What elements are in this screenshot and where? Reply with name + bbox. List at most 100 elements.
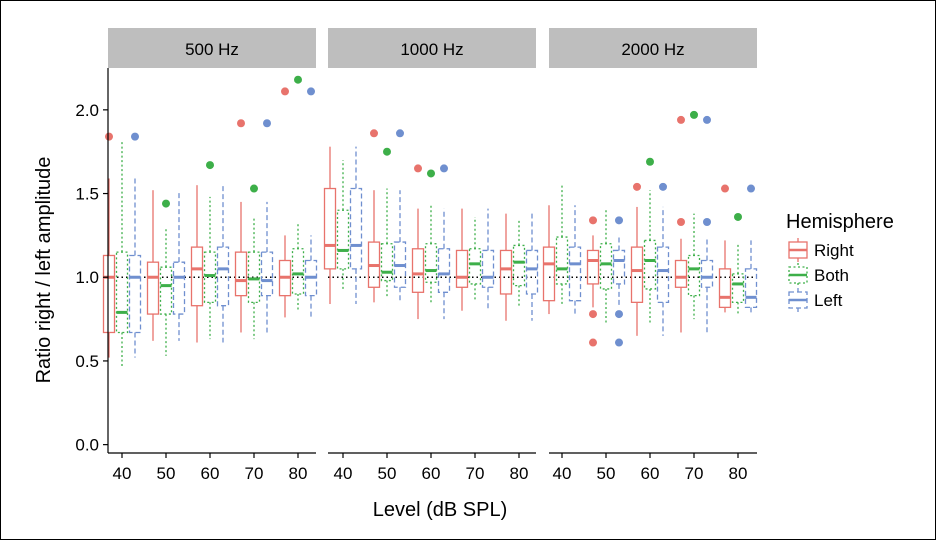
facet-strip — [328, 28, 536, 68]
outlier-point — [615, 216, 623, 225]
panel-1000-hz: 1000 Hz 40 50 60 70 80 — [323, 28, 539, 483]
outlier-point — [440, 164, 448, 173]
box-right-40 — [542, 205, 556, 315]
box-body — [234, 251, 248, 297]
box-left-80 — [744, 184, 758, 313]
box-right-70 — [455, 208, 469, 311]
legend-label: Right — [814, 241, 854, 260]
legend-label: Both — [814, 266, 849, 285]
x-tick-label: 40 — [334, 464, 353, 483]
box-both-60 — [203, 161, 217, 340]
x-tick-label: 60 — [641, 464, 660, 483]
outlier-point — [131, 132, 139, 141]
box-left-40 — [568, 205, 582, 315]
box-body — [247, 251, 261, 303]
outlier-point — [747, 184, 755, 193]
box-body — [468, 248, 482, 285]
y-tick-label: 2.0 — [75, 101, 99, 120]
box-body — [555, 236, 569, 285]
facet-strip-label: 500 Hz — [185, 40, 239, 59]
box-body — [687, 254, 701, 297]
box-body — [216, 246, 230, 307]
outlier-point — [721, 184, 729, 193]
box-both-60 — [643, 157, 657, 325]
box-right-50 — [367, 129, 381, 303]
legend: Hemisphere Right Both Left — [786, 211, 894, 312]
box-right-70 — [674, 115, 688, 333]
outlier-point — [206, 161, 214, 170]
x-tick-label: 70 — [685, 464, 704, 483]
box-both-80 — [291, 75, 305, 311]
outlier-point — [237, 119, 245, 128]
box-body — [190, 246, 204, 307]
panel-500-hz: 500 Hz 40 50 60 70 80 — [102, 28, 318, 483]
outlier-point — [633, 182, 641, 191]
box-body — [455, 249, 469, 288]
outlier-point — [105, 132, 113, 141]
x-tick-label: 70 — [245, 464, 264, 483]
box-body — [499, 249, 513, 295]
outlier-point — [281, 87, 289, 96]
outlier-point — [589, 338, 597, 347]
outlier-point — [677, 115, 685, 124]
box-body — [115, 251, 129, 334]
box-body — [643, 239, 657, 290]
x-axis-label: Level (dB SPL) — [373, 499, 508, 521]
box-body — [424, 243, 438, 283]
facet-strip-label: 1000 Hz — [400, 40, 463, 59]
facet-strip — [108, 28, 316, 68]
box-body — [481, 249, 495, 288]
box-left-40 — [349, 146, 363, 305]
box-both-40 — [555, 185, 569, 305]
box-body — [718, 268, 732, 309]
box-body — [349, 187, 363, 270]
outlier-point — [615, 310, 623, 319]
y-axis: 0.0 0.5 1.0 1.5 2.0 — [75, 68, 109, 455]
outlier-point — [703, 218, 711, 226]
y-tick-label: 0.0 — [75, 436, 99, 455]
outlier-point — [589, 216, 597, 225]
box-both-50 — [380, 147, 394, 298]
box-right-80 — [278, 87, 292, 318]
box-both-40 — [336, 160, 350, 289]
box-body — [260, 251, 274, 297]
x-tick-label: 50 — [157, 464, 176, 483]
box-both-80 — [512, 218, 526, 306]
x-tick-label: 70 — [466, 464, 485, 483]
box-left-80 — [304, 87, 318, 318]
y-tick-label: 1.5 — [75, 185, 99, 204]
box-both-70 — [468, 216, 482, 301]
box-left-70 — [481, 208, 495, 311]
legend-item-both: Both — [788, 263, 849, 287]
box-body — [102, 254, 116, 334]
box-left-60 — [437, 164, 451, 320]
legend-label: Left — [814, 291, 843, 310]
outlier-point — [307, 87, 315, 96]
box-body — [542, 246, 556, 302]
y-tick-label: 0.5 — [75, 352, 99, 371]
box-body — [630, 246, 644, 303]
outlier-point — [677, 218, 685, 226]
box-body — [159, 266, 173, 315]
box-left-70 — [700, 115, 714, 333]
box-body — [586, 249, 600, 285]
x-tick-label: 60 — [422, 464, 441, 483]
box-left-80 — [525, 213, 539, 321]
box-both-70 — [247, 184, 261, 340]
box-both-60 — [424, 169, 438, 303]
outlier-point — [383, 147, 391, 156]
box-body — [731, 273, 745, 303]
x-tick-label: 40 — [553, 464, 572, 483]
x-tick-label: 80 — [510, 464, 529, 483]
box-right-50 — [586, 216, 600, 347]
box-body — [599, 243, 613, 290]
box-body — [291, 248, 305, 295]
box-body — [203, 251, 217, 303]
box-right-60 — [190, 185, 204, 343]
outlier-point — [734, 212, 742, 221]
box-right-40 — [323, 146, 337, 305]
outlier-point — [690, 110, 698, 119]
x-tick-label: 50 — [597, 464, 616, 483]
y-axis-label: Ratio right / left amplitude — [33, 157, 55, 384]
box-both-50 — [599, 208, 613, 325]
